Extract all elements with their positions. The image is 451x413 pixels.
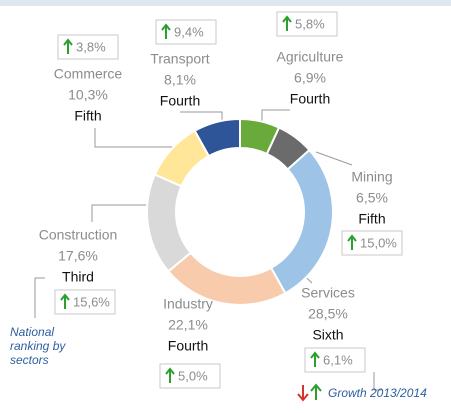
growth-arrow <box>165 367 175 383</box>
sector-rank: Third <box>62 269 94 285</box>
sector-share: 10,3% <box>68 87 108 103</box>
growth-label: 15,6% <box>73 294 110 309</box>
growth-label: 9,4% <box>174 24 204 39</box>
sector-rank: Fourth <box>168 338 208 354</box>
sector-rank: Sixth <box>312 327 343 343</box>
sector-rank: Fourth <box>290 91 330 107</box>
sector-name: Services <box>301 285 355 301</box>
growth-label: 15,0% <box>360 235 397 250</box>
growth-label: 3,8% <box>76 39 106 54</box>
donut-slice <box>269 148 334 295</box>
growth-label: 5,8% <box>295 16 325 31</box>
sector-name: Agriculture <box>277 49 344 65</box>
sector-share: 8,1% <box>164 72 196 88</box>
sector-name: Transport <box>150 51 210 67</box>
growth-arrow <box>347 234 357 250</box>
growth-label: 6,1% <box>323 352 353 367</box>
donut-slice <box>146 173 193 273</box>
up-arrow-icon <box>310 383 322 400</box>
sector-share: 6,9% <box>294 70 326 86</box>
growth-arrow <box>310 351 320 367</box>
top-band <box>0 0 451 6</box>
growth-arrow <box>63 38 73 54</box>
sector-name: Industry <box>163 296 213 312</box>
sector-name: Mining <box>351 169 392 185</box>
growth-arrow <box>282 15 292 31</box>
growth-note: Growth 2013/2014 <box>328 386 427 400</box>
growth-label: 5,0% <box>178 368 208 383</box>
growth-arrow <box>60 293 70 309</box>
growth-arrow <box>161 23 171 39</box>
sector-rank: Fifth <box>358 211 385 227</box>
sector-share: 22,1% <box>168 317 208 333</box>
down-arrow-icon <box>297 385 309 402</box>
donut-slice <box>153 129 211 188</box>
sector-name: Commerce <box>54 66 123 82</box>
ranking-note: National ranking by sectors <box>10 325 66 367</box>
sector-name: Construction <box>39 227 118 243</box>
sector-share: 6,5% <box>356 190 388 206</box>
sector-share: 28,5% <box>308 306 348 322</box>
sector-rank: Fourth <box>160 93 200 109</box>
sector-share: 17,6% <box>58 248 98 264</box>
sector-rank: Fifth <box>74 108 101 124</box>
